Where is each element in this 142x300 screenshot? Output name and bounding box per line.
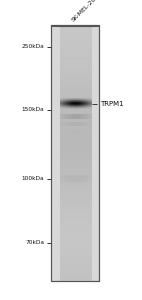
Bar [51,26,99,281]
Bar [60,26,92,281]
Bar [51,26,99,281]
Text: TRPM1: TRPM1 [100,100,124,106]
Text: 150kDa: 150kDa [21,107,44,112]
Text: 100kDa: 100kDa [21,176,44,181]
Text: 250kDa: 250kDa [21,44,44,49]
Text: 70kDa: 70kDa [25,241,44,245]
Text: SK-MEL-28: SK-MEL-28 [71,0,97,22]
